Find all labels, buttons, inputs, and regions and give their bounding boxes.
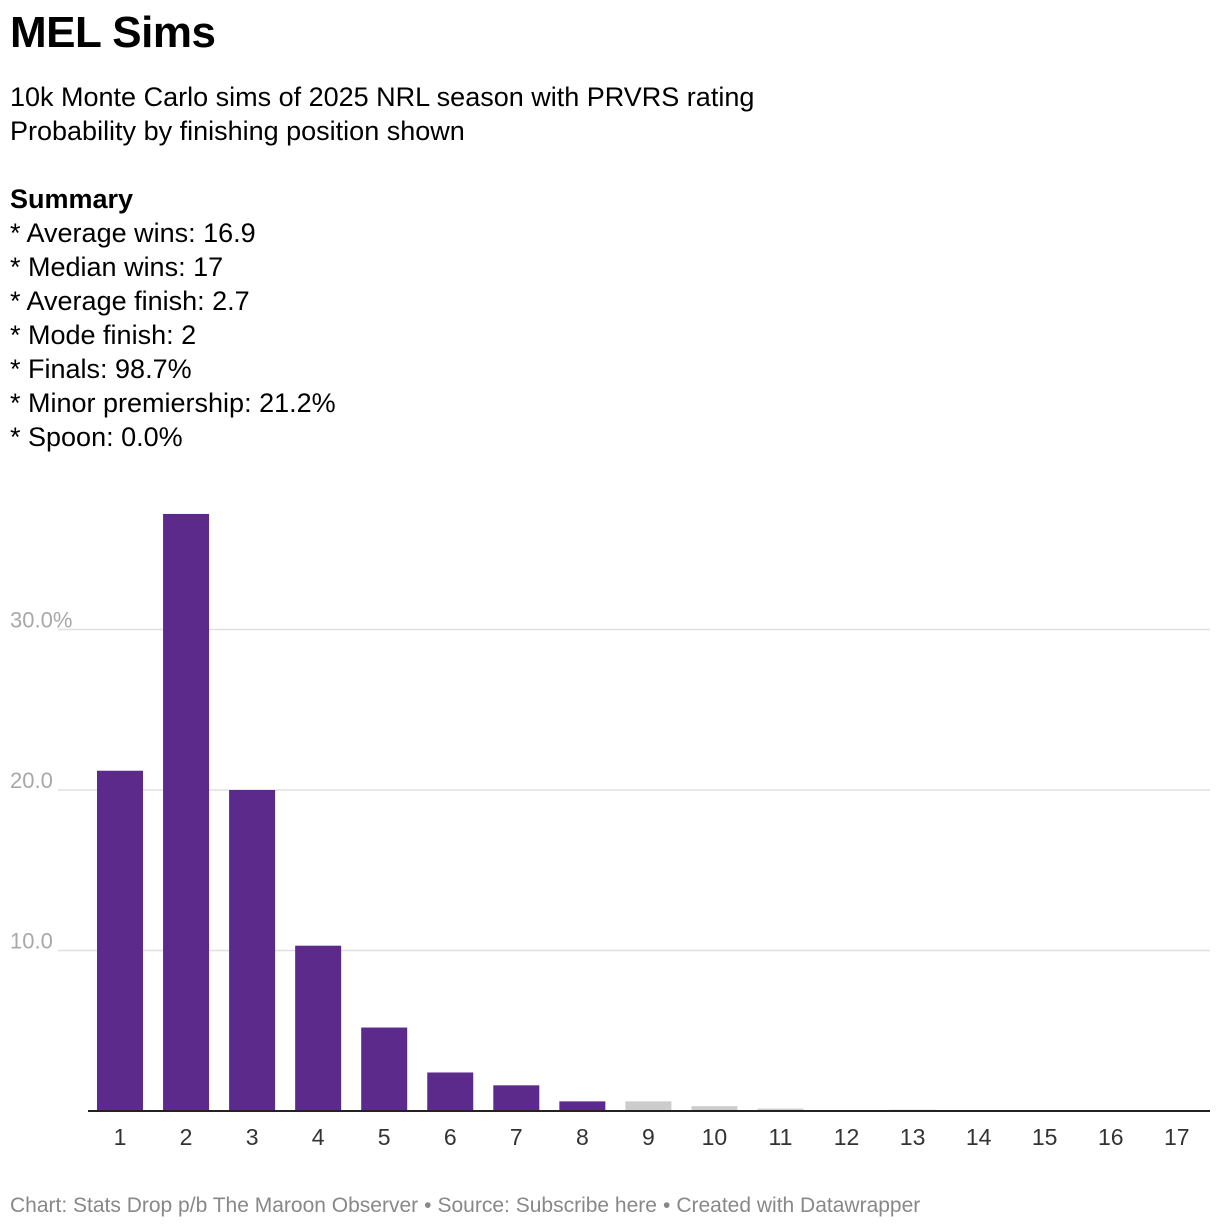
y-tick-label: 30.0%	[10, 608, 72, 633]
bar	[559, 1101, 606, 1111]
footer-separator: •	[424, 1194, 432, 1217]
x-tick-label: 1	[114, 1124, 127, 1150]
y-tick-label: 20.0	[10, 768, 53, 793]
x-tick-label: 13	[900, 1124, 926, 1150]
bars	[97, 513, 936, 1111]
description-line: 10k Monte Carlo sims of 2025 NRL season …	[10, 82, 755, 112]
y-tick-label: 10.0	[10, 929, 53, 954]
x-tick-label: 10	[702, 1124, 728, 1150]
bar	[757, 1108, 804, 1111]
x-tick-label: 12	[834, 1124, 860, 1150]
bar	[493, 1085, 540, 1111]
chart-title: MEL Sims	[10, 8, 216, 57]
footer-credit: Chart: Stats Drop p/b The Maroon Observe…	[10, 1194, 419, 1217]
bar	[97, 770, 143, 1111]
x-tick-label: 6	[444, 1124, 457, 1150]
axes: 10.020.030.0%1 2 3 4 5 6 7 8 9 10 11 12 13 14 15 16 17	[10, 608, 1210, 1150]
chart-footer: Chart: Stats Drop p/b The Maroon Observe…	[10, 1194, 920, 1218]
x-tick-label: 15	[1032, 1124, 1058, 1150]
x-tick-label: 16	[1098, 1124, 1124, 1150]
chart-description: 10k Monte Carlo sims of 2025 NRL season …	[10, 80, 754, 148]
bar	[361, 1027, 408, 1111]
summary-item: * Median wins: 17	[10, 252, 224, 282]
footer-datawrapper-link[interactable]: Created with Datawrapper	[676, 1194, 921, 1217]
summary-item: * Mode finish: 2	[10, 320, 197, 350]
summary-item: * Average finish: 2.7	[10, 286, 250, 316]
x-tick-label: 14	[966, 1124, 992, 1150]
bar	[691, 1106, 738, 1111]
footer-separator: •	[662, 1194, 671, 1217]
x-tick-label: 8	[576, 1124, 589, 1150]
summary-heading: Summary	[10, 184, 134, 214]
x-tick-label: 7	[510, 1124, 523, 1150]
bar	[625, 1101, 672, 1111]
summary-item: * Finals: 98.7%	[10, 354, 192, 384]
x-tick-label: 2	[180, 1124, 193, 1150]
bar	[427, 1072, 474, 1111]
summary-item: * Spoon: 0.0%	[10, 422, 183, 452]
bar	[295, 945, 342, 1111]
x-tick-label: 3	[246, 1124, 259, 1150]
x-tick-label: 9	[642, 1124, 655, 1150]
x-tick-label: 11	[769, 1124, 793, 1150]
x-tick-label: 5	[378, 1124, 391, 1150]
summary-item: * Minor premiership: 21.2%	[10, 388, 336, 418]
x-tick-label: 17	[1164, 1124, 1190, 1150]
x-tick-label: 4	[312, 1124, 325, 1150]
summary-item: * Average wins: 16.9	[10, 218, 256, 248]
description-line: Probability by finishing position shown	[10, 116, 465, 146]
bar	[229, 790, 276, 1111]
bar-chart: 10.020.030.0%1 2 3 4 5 6 7 8 9 10 11 12 13 14 15 16 17	[10, 513, 1210, 1150]
summary-block: Summary * Average wins: 16.9 * Median wi…	[10, 182, 336, 454]
footer-source-link[interactable]: Source: Subscribe here	[437, 1194, 657, 1217]
bar	[163, 513, 210, 1111]
